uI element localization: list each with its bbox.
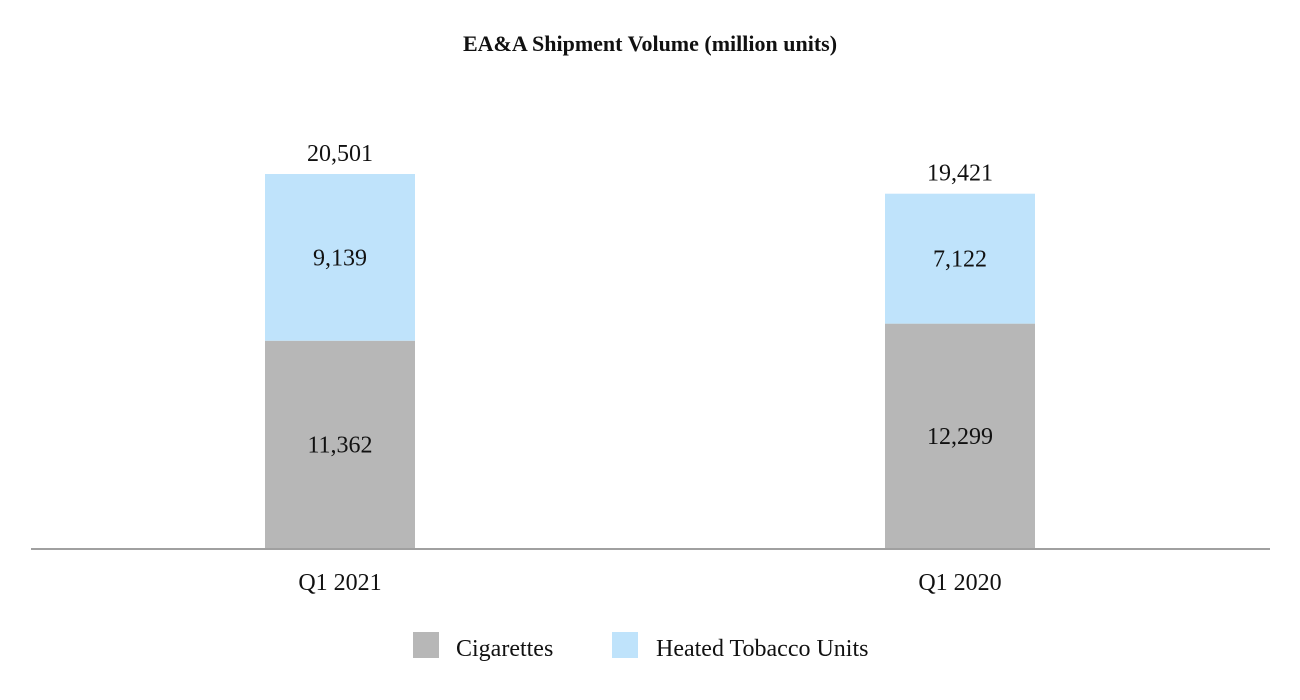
legend-label-heated-tobacco-units: Heated Tobacco Units — [656, 636, 868, 662]
value-label-heated-tobacco-units-q1-2021: 9,139 — [313, 245, 367, 271]
legend-label-cigarettes: Cigarettes — [456, 636, 553, 662]
value-label-cigarettes-q1-2020: 12,299 — [927, 424, 993, 450]
chart-title: EA&A Shipment Volume (million units) — [463, 31, 837, 56]
labels-layer: 11,362 9,139 20,501 12,299 7,122 19,421 — [307, 141, 993, 458]
bars-layer — [265, 174, 1035, 548]
legend-swatch-cigarettes — [413, 632, 439, 658]
bar-cigarettes-q1-2020 — [885, 323, 1035, 548]
bar-cigarettes-q1-2021 — [265, 340, 415, 548]
legend-swatch-heated-tobacco-units — [612, 632, 638, 658]
x-tick-labels: Q1 2021 Q1 2020 — [298, 570, 1001, 596]
x-tick-q1-2021: Q1 2021 — [298, 570, 381, 596]
x-tick-q1-2020: Q1 2020 — [918, 570, 1001, 596]
legend: Cigarettes Heated Tobacco Units — [413, 632, 868, 662]
bar-heated-tobacco-units-q1-2021 — [265, 174, 415, 341]
value-label-cigarettes-q1-2021: 11,362 — [307, 432, 372, 458]
bar-heated-tobacco-units-q1-2020 — [885, 193, 1035, 324]
total-label-q1-2020: 19,421 — [927, 161, 993, 187]
total-label-q1-2021: 20,501 — [307, 141, 373, 167]
value-label-heated-tobacco-units-q1-2020: 7,122 — [933, 247, 987, 273]
